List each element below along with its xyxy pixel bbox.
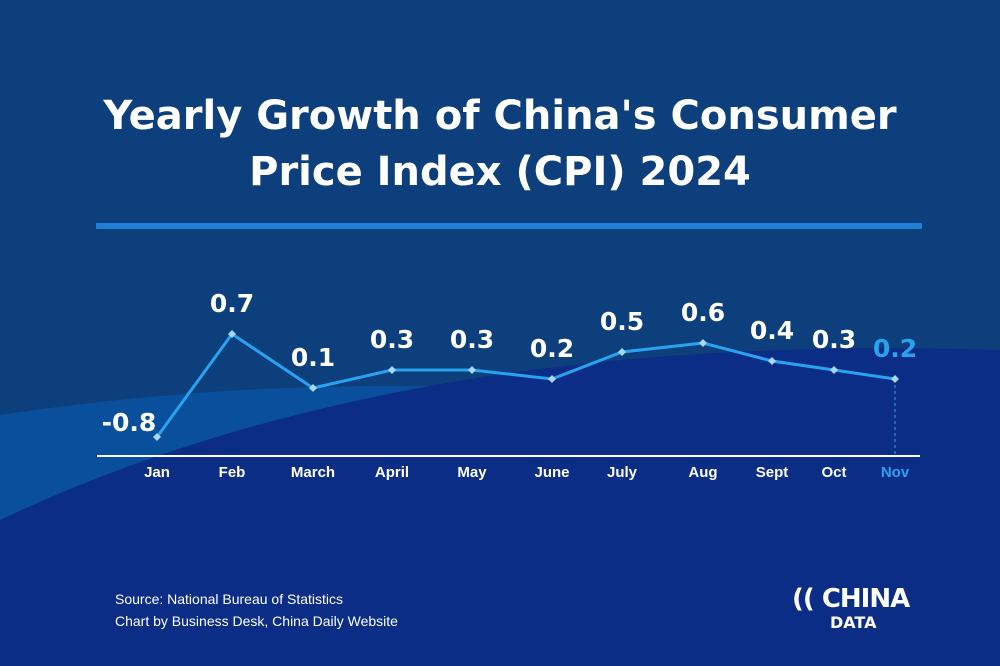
- data-point: [228, 330, 236, 338]
- logo-top: (( CHINA: [792, 584, 910, 614]
- data-point: [388, 366, 396, 374]
- x-tick-label: June: [534, 464, 569, 481]
- data-label: 0.2: [873, 334, 917, 363]
- data-point: [309, 384, 317, 392]
- data-point: [699, 339, 707, 347]
- title-underline: [96, 223, 922, 229]
- data-label: 0.6: [681, 298, 725, 327]
- logo-bottom-text: DATA: [830, 613, 877, 632]
- data-label: 0.7: [210, 289, 254, 318]
- source-text: Source: National Bureau of Statistics: [115, 591, 344, 607]
- data-point: [153, 433, 161, 441]
- x-tick-label: Nov: [881, 464, 910, 481]
- data-label: 0.3: [450, 325, 494, 354]
- credit-text: Chart by Business Desk, China Daily Webs…: [115, 613, 398, 629]
- x-tick-label: Aug: [688, 464, 717, 481]
- title-line-1: Yearly Growth of China's Consumer: [103, 93, 897, 139]
- china-data-logo: (( CHINA DATA: [792, 584, 910, 632]
- data-point: [768, 357, 776, 365]
- data-point: [830, 366, 838, 374]
- data-label: 0.5: [600, 307, 644, 336]
- data-label: 0.2: [530, 334, 574, 363]
- data-point: [618, 348, 626, 356]
- x-tick-label: April: [375, 464, 409, 481]
- logo-top-text: CHINA: [821, 584, 910, 614]
- x-tick-label: March: [291, 464, 335, 481]
- x-tick-label: Jan: [144, 464, 170, 481]
- data-point: [468, 366, 476, 374]
- data-label: 0.4: [750, 316, 794, 345]
- x-tick-label: Feb: [219, 464, 246, 481]
- data-label: -0.8: [102, 408, 157, 437]
- data-point: [548, 375, 556, 383]
- x-tick-label: May: [457, 464, 487, 481]
- data-label: 0.1: [291, 343, 335, 372]
- chart-title: Yearly Growth of China's Consumer Price …: [0, 88, 1000, 200]
- data-label: 0.3: [370, 325, 414, 354]
- source-note: Source: National Bureau of Statistics Ch…: [115, 588, 398, 632]
- x-tick-label: Oct: [821, 464, 846, 481]
- bg-wave-dark: [0, 348, 1000, 666]
- data-point: [891, 375, 899, 383]
- data-label: 0.3: [812, 325, 856, 354]
- title-line-2: Price Index (CPI) 2024: [249, 149, 751, 195]
- x-tick-label: Sept: [756, 464, 789, 481]
- x-tick-label: July: [607, 464, 638, 481]
